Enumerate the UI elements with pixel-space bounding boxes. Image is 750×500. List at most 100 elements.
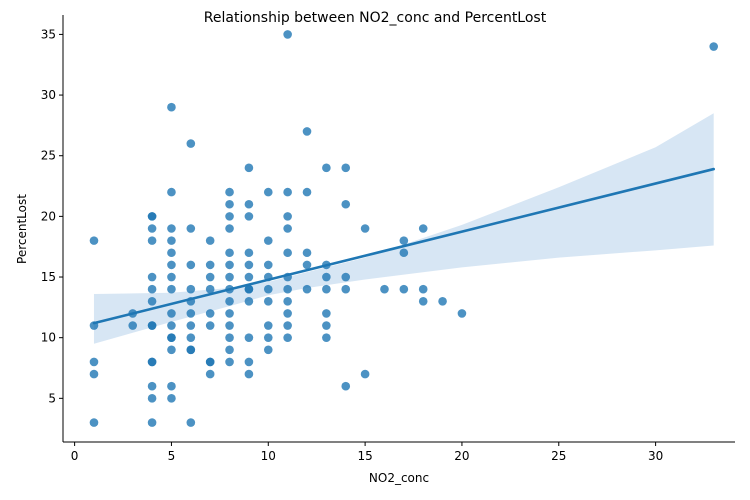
data-point <box>709 42 718 51</box>
data-point <box>225 187 234 197</box>
axes-layer: 0 5 10 15 20 25 30 5 10 15 20 25 30 35 <box>41 15 735 463</box>
data-point <box>283 30 292 39</box>
data-point <box>302 127 312 136</box>
y-tick-label: 15 <box>41 270 56 284</box>
data-point <box>225 272 234 282</box>
data-point <box>418 296 428 306</box>
data-point <box>244 199 254 209</box>
data-point <box>225 224 234 233</box>
data-point <box>244 260 254 270</box>
y-tick-label: 20 <box>41 209 56 223</box>
data-point <box>225 296 234 306</box>
data-point <box>147 212 157 221</box>
data-point <box>360 224 370 233</box>
data-point <box>380 284 389 294</box>
data-point <box>244 272 254 282</box>
data-point <box>89 357 99 367</box>
data-point <box>225 212 234 221</box>
data-point <box>147 296 157 306</box>
y-tick-label: 35 <box>41 27 56 41</box>
data-point <box>244 248 254 258</box>
data-point <box>128 321 138 330</box>
x-tick-label: 25 <box>551 449 566 463</box>
data-point <box>167 248 176 258</box>
data-point <box>322 272 331 282</box>
data-point <box>205 272 215 282</box>
data-point <box>147 381 157 391</box>
data-point <box>283 284 292 294</box>
data-point <box>283 248 292 258</box>
data-point <box>360 369 370 379</box>
data-point <box>205 357 215 367</box>
data-point <box>322 163 331 173</box>
regression-line-layer <box>92 167 715 325</box>
data-point <box>147 357 157 367</box>
data-point <box>167 102 176 112</box>
data-point <box>205 369 215 379</box>
data-point <box>225 199 234 209</box>
data-point <box>167 284 176 294</box>
y-tick-label: 25 <box>41 149 56 163</box>
data-point <box>186 333 196 342</box>
data-point <box>167 381 176 391</box>
data-point <box>186 224 196 233</box>
data-point <box>89 418 99 427</box>
data-point <box>147 284 157 294</box>
x-tick-label: 20 <box>454 449 469 463</box>
data-point <box>147 272 157 282</box>
data-point <box>244 284 254 294</box>
data-point <box>89 369 99 379</box>
x-tick-label: 30 <box>648 449 663 463</box>
data-point <box>418 284 428 294</box>
y-tick-label: 10 <box>41 331 56 345</box>
data-point <box>147 418 157 427</box>
data-point <box>167 333 176 342</box>
data-point <box>167 260 176 270</box>
data-point <box>341 163 351 173</box>
data-point <box>283 224 292 233</box>
data-point <box>186 345 196 355</box>
data-point <box>186 260 196 270</box>
data-point <box>244 296 254 306</box>
data-point <box>186 284 196 294</box>
data-point <box>438 296 447 306</box>
data-point <box>263 236 273 245</box>
data-point <box>263 321 273 330</box>
data-point <box>302 187 312 197</box>
data-point <box>322 321 331 330</box>
data-point <box>418 224 428 233</box>
x-tick-label: 15 <box>357 449 372 463</box>
x-axis-label: NO2_conc <box>369 471 429 485</box>
data-point <box>186 139 196 148</box>
x-tick-label: 5 <box>168 449 176 463</box>
data-point <box>225 309 234 318</box>
data-point <box>283 187 292 197</box>
data-point <box>205 321 215 330</box>
data-point <box>244 369 254 379</box>
data-point <box>225 357 234 367</box>
data-point <box>205 284 215 294</box>
data-point <box>341 272 351 282</box>
data-point <box>283 296 292 306</box>
data-point <box>244 163 254 173</box>
y-axis-label: PercentLost <box>15 194 29 264</box>
data-point <box>302 248 312 258</box>
data-point <box>263 284 273 294</box>
data-point <box>225 345 234 355</box>
data-point <box>244 357 254 367</box>
data-point <box>283 212 292 221</box>
chart-title: Relationship between NO2_conc and Percen… <box>204 10 547 26</box>
data-point <box>322 333 331 342</box>
data-point <box>322 309 331 318</box>
data-point <box>147 224 157 233</box>
data-point <box>322 284 331 294</box>
data-point <box>244 333 254 342</box>
data-point <box>399 236 409 245</box>
data-point <box>225 333 234 342</box>
data-point <box>167 345 176 355</box>
x-tick-label: 0 <box>71 449 79 463</box>
data-point <box>147 236 157 245</box>
data-point <box>167 272 176 282</box>
y-tick-label: 5 <box>48 391 56 405</box>
data-point <box>457 309 467 318</box>
